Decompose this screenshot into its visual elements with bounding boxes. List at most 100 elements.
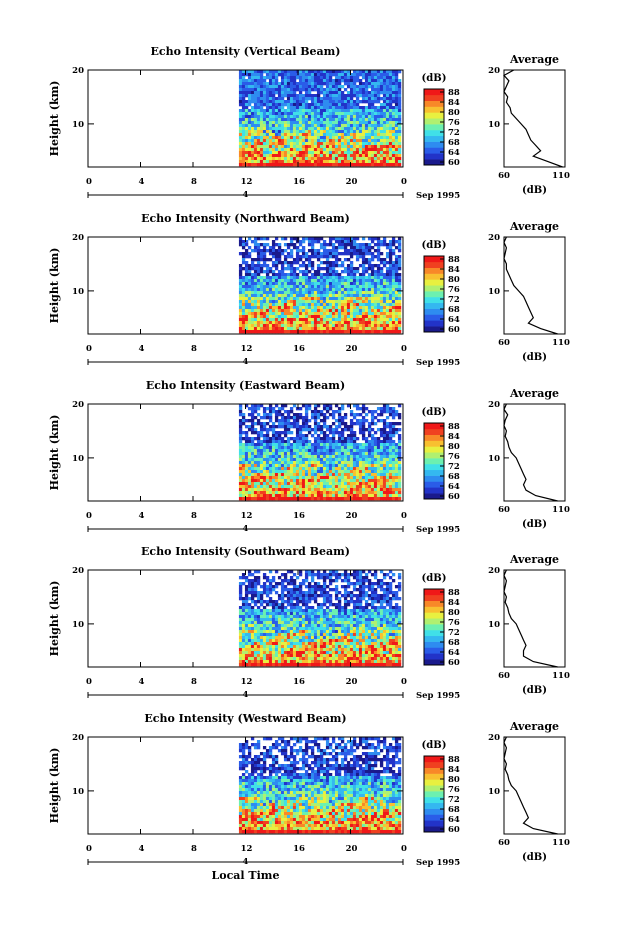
heatmap-cell [277, 127, 282, 131]
heatmap-cell [376, 243, 381, 247]
heatmap-cell [289, 136, 294, 140]
heatmap-cell [370, 294, 375, 298]
heatmap-cell [385, 252, 390, 256]
heatmap-cell [277, 145, 282, 149]
heatmap-cell [328, 327, 333, 331]
heatmap-cell [298, 324, 303, 328]
heatmap-cell [340, 136, 345, 140]
heatmap-cell [394, 79, 399, 83]
heatmap-cell [265, 106, 270, 110]
heatmap-cell [361, 315, 366, 319]
heatmap-cell [253, 300, 258, 304]
heatmap-cell [361, 264, 366, 268]
heatmap-cell [286, 449, 291, 453]
heatmap-cell [283, 467, 288, 471]
heatmap-cell [253, 330, 258, 334]
heatmap-cell [367, 464, 372, 468]
heatmap-cell [391, 112, 396, 116]
heatmap-cell [295, 324, 300, 328]
heatmap-cell [322, 282, 327, 286]
heatmap-cell [307, 428, 312, 432]
heatmap-cell [388, 88, 393, 92]
heatmap-cell [259, 154, 264, 158]
heatmap-cell [241, 458, 246, 462]
heatmap-cell [286, 327, 291, 331]
heatmap-cell [310, 458, 315, 462]
heatmap-cell [253, 288, 258, 292]
heatmap-cell [337, 157, 342, 161]
heatmap-cell [358, 428, 363, 432]
heatmap-cell [313, 139, 318, 143]
heatmap-cell [328, 461, 333, 465]
heatmap-cell [322, 491, 327, 495]
heatmap-cell [274, 321, 279, 325]
heatmap-cell [280, 297, 285, 301]
heatmap-cell [244, 103, 249, 107]
heatmap-cell [361, 115, 366, 119]
heatmap-cell [352, 485, 357, 489]
heatmap-cell [364, 297, 369, 301]
heatmap-cell [268, 461, 273, 465]
heatmap-cell [274, 115, 279, 119]
heatmap-cell [292, 76, 297, 80]
heatmap-cell [391, 73, 396, 77]
heatmap-cell [334, 100, 339, 104]
colorbar-tick-label: 76 [448, 118, 460, 128]
heatmap-cell [307, 470, 312, 474]
heatmap-cell [274, 249, 279, 253]
heatmap-cell [262, 139, 267, 143]
heatmap-cell [388, 148, 393, 152]
heatmap-cell [367, 121, 372, 125]
heatmap-cell [349, 425, 354, 429]
heatmap-cell [328, 270, 333, 274]
heatmap-cell [271, 261, 276, 265]
heatmap-cell [355, 473, 360, 477]
heatmap-cell [391, 479, 396, 483]
heatmap-cell [316, 434, 321, 438]
heatmap-cell [364, 133, 369, 137]
heatmap-cell [325, 112, 330, 116]
heatmap-cell [331, 570, 336, 574]
heatmap-cell [298, 76, 303, 80]
heatmap-cell [397, 279, 402, 283]
heatmap-cell [265, 494, 270, 498]
heatmap-cell [295, 118, 300, 122]
heatmap-cell [391, 148, 396, 152]
heatmap-cell [295, 94, 300, 98]
heatmap-cell [253, 476, 258, 480]
heatmap-cell [397, 479, 402, 483]
heatmap-cell [379, 79, 384, 83]
heatmap-cell [331, 321, 336, 325]
heatmap-cell [298, 303, 303, 307]
heatmap-cell [310, 243, 315, 247]
heatmap-cell [337, 303, 342, 307]
heatmap-cell [316, 249, 321, 253]
heatmap-cell [349, 300, 354, 304]
heatmap-cell [244, 130, 249, 134]
heatmap-cell [379, 88, 384, 92]
heatmap-cell [373, 106, 378, 110]
heatmap-cell [355, 136, 360, 140]
heatmap-cell [298, 491, 303, 495]
heatmap-cell [325, 258, 330, 262]
heatmap-cell [376, 494, 381, 498]
heatmap-cell [325, 115, 330, 119]
heatmap-cell [301, 306, 306, 310]
heatmap-cell [307, 479, 312, 483]
heatmap-cell [295, 306, 300, 310]
heatmap-cell [241, 85, 246, 89]
heatmap-cell [370, 476, 375, 480]
heatmap-cell [364, 473, 369, 477]
colorbar-swatch [424, 118, 444, 125]
heatmap-cell [343, 154, 348, 158]
heatmap-cell [274, 82, 279, 86]
heatmap-cell [268, 85, 273, 89]
heatmap-cell [241, 142, 246, 146]
heatmap-cell [304, 479, 309, 483]
heatmap-cell [358, 282, 363, 286]
heatmap-cell [340, 306, 345, 310]
heatmap-cell [382, 449, 387, 453]
heatmap-cell [241, 291, 246, 295]
heatmap-cell [382, 464, 387, 468]
heatmap-cell [271, 467, 276, 471]
